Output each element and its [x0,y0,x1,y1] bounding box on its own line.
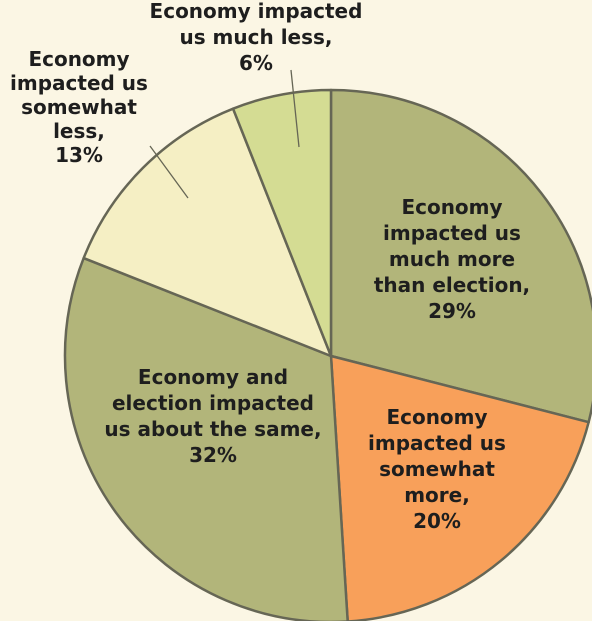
leader-line-4 [149,145,189,199]
slice-label-line: than election, [374,273,530,297]
slice-label-line: somewhat [21,95,137,119]
leader-line-5 [290,69,300,148]
slice-label-line: 20% [413,509,461,533]
slice-label-line: 6% [239,51,273,75]
slice-label-line: Economy [28,47,129,71]
slice-labels: Economy impacted us much more than election… [10,0,530,533]
slice-label-line: us much less, [179,25,332,49]
slice-label-line: much more [389,247,515,271]
leader-lines [149,69,300,199]
slice-label-line: us about the same, [104,417,321,441]
slice-label-line: Economy and [138,365,288,389]
slice-label-2: Economy impacted us somewhat more, 20% [368,405,506,533]
slice-label-line: 32% [189,443,237,467]
pie-slice-3 [63,256,349,621]
slice-label-line: more, [404,483,470,507]
slice-label-line: Economy [386,405,487,429]
pie-slice-1 [329,88,592,424]
slice-label-line: impacted us [383,221,521,245]
slice-label-1: Economy impacted us much more than election… [374,195,530,323]
pie-slice-4 [82,107,333,358]
slice-label-line: impacted us [368,431,506,455]
slice-label-4: Economy impacted us somewhat less, 13% [10,47,148,167]
slice-label-line: Economy [401,195,502,219]
slice-label-line: 29% [428,299,476,323]
slice-label-line: Economy impacted [150,0,363,23]
slice-label-line: impacted us [10,71,148,95]
slice-label-line: somewhat [379,457,495,481]
slice-label-line: election impacted [112,391,314,415]
slice-label-line: less, [53,119,105,143]
pie-slice-5 [231,88,333,358]
pie-slices [63,88,592,621]
slice-label-5: Economy impacted us much less, 6% [150,0,363,75]
slice-label-line: 13% [55,143,103,167]
pie-slice-2 [329,354,590,621]
slice-label-3: Economy and election impacted us about the… [104,365,321,467]
